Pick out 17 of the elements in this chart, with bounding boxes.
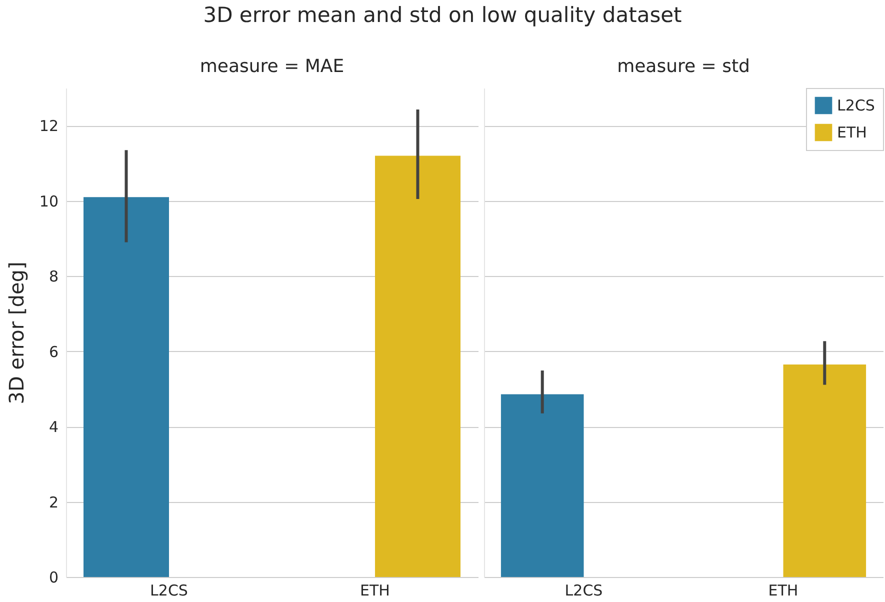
y-axis-title: 3D error [deg] [4,262,28,404]
y-tick-label: 6 [48,342,58,361]
y-tick-label: 0 [48,568,58,586]
x-tick-label: ETH [360,582,390,600]
y-tick-label: 4 [48,418,58,436]
y-tick-label: 10 [39,192,58,210]
x-tick-label: ETH [768,582,798,600]
chart-title: 3D error mean and std on low quality dataset [203,3,682,27]
x-tick-label: L2CS [564,582,603,600]
chart-subtitle: measure = std [617,56,750,77]
chart-subtitle: measure = MAE [200,56,344,77]
legend-label: ETH [837,124,867,142]
legend-label: L2CS [837,96,875,114]
x-tick-label: L2CS [150,582,188,600]
y-tick-label: 2 [48,493,58,512]
y-tick-label: 8 [48,268,58,286]
y-tick-label: 12 [39,117,58,136]
